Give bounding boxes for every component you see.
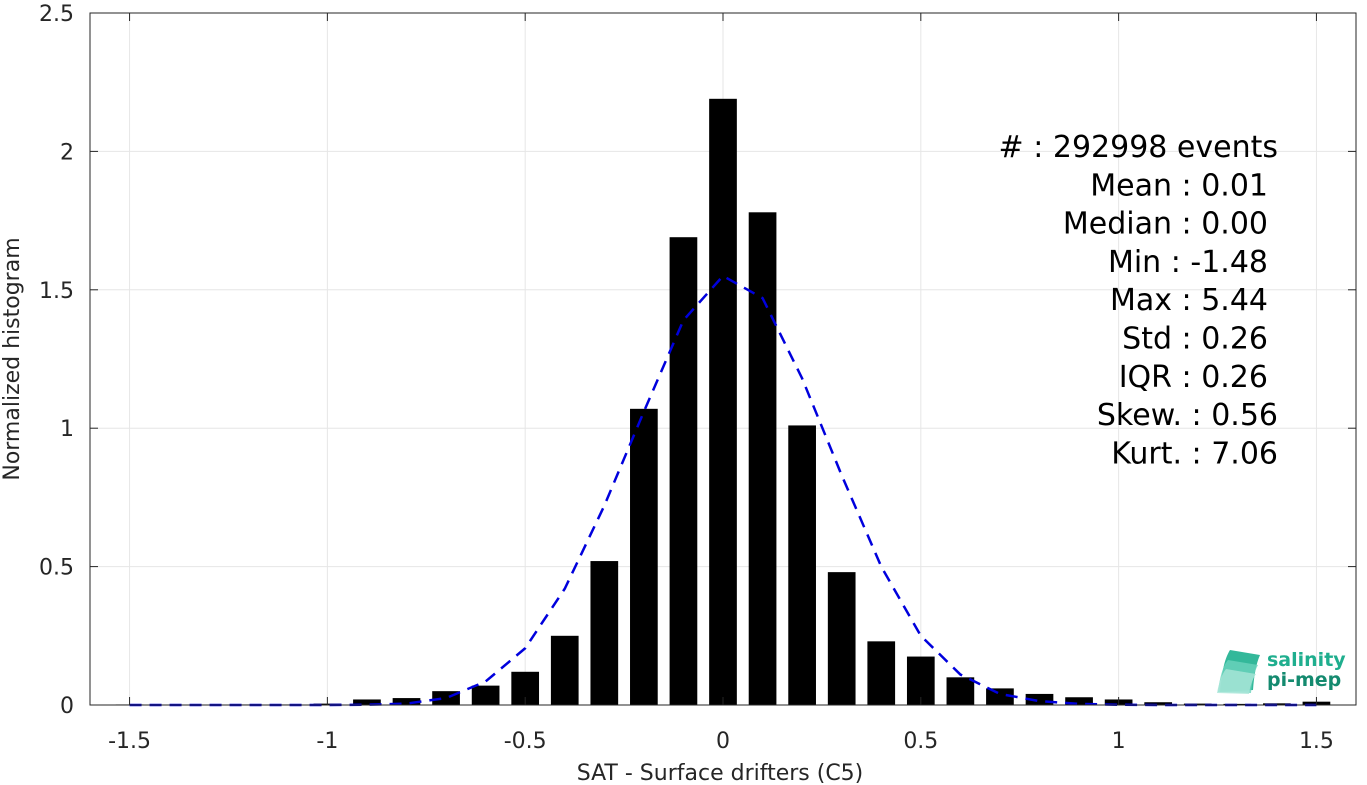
stat-line: Std : 0.26 [1122, 322, 1268, 357]
histogram-bar [867, 641, 896, 705]
logo-line-2: pi-mep [1267, 669, 1341, 691]
histogram-bar [392, 698, 421, 705]
stat-line: # : 292998 events [999, 130, 1278, 165]
salinity-pi-mep-logo: salinity pi-mep [1217, 649, 1346, 694]
stat-line: Min : -1.48 [1108, 245, 1268, 280]
y-tick-label: 0 [60, 694, 74, 719]
histogram-bar [353, 699, 381, 705]
histogram-bar [986, 688, 1014, 705]
stat-line: Mean : 0.01 [1090, 168, 1268, 203]
histogram-bar [669, 237, 698, 705]
histogram-bar [1183, 703, 1212, 705]
x-tick-label: 0 [716, 729, 730, 754]
y-tick-label: 2 [60, 140, 74, 165]
x-tick-label: 1.5 [1299, 729, 1334, 754]
histogram-bar [709, 98, 737, 706]
histogram-bar [946, 677, 975, 705]
histogram-bar [550, 635, 579, 705]
histogram-bar [1144, 702, 1173, 705]
histogram-bar [471, 685, 500, 705]
x-tick-label: 0.5 [903, 729, 938, 754]
histogram-bar [1223, 703, 1252, 705]
stat-line: Kurt. : 7.06 [1111, 436, 1278, 471]
stat-line: Skew. : 0.56 [1097, 398, 1278, 433]
y-tick-label: 1 [60, 417, 74, 442]
stat-line: Max : 5.44 [1110, 283, 1268, 318]
histogram-bar [788, 425, 816, 705]
histogram-bar [630, 408, 658, 705]
histogram-bar [748, 212, 777, 705]
histogram-bar [1025, 693, 1054, 705]
logo-line-1: salinity [1267, 649, 1346, 671]
stat-line: IQR : 0.26 [1119, 360, 1268, 395]
x-tick-label: -1.5 [108, 729, 151, 754]
histogram-bar [827, 572, 856, 705]
x-axis-label: SAT - Surface drifters (C5) [577, 761, 864, 785]
wave-logo-icon [1217, 650, 1260, 694]
histogram-bar [590, 561, 619, 705]
x-tick-label: -1 [316, 729, 338, 754]
x-axis-ticks: -1.5 -1 -0.5 0 0.5 1 1.5 [108, 13, 1334, 754]
y-tick-label: 2.5 [39, 2, 74, 27]
bars-group [115, 98, 1331, 706]
histogram-bar [906, 656, 935, 705]
y-tick-label: 0.5 [39, 556, 74, 581]
stat-line: Median : 0.00 [1063, 207, 1268, 242]
histogram-bar [1065, 697, 1093, 705]
y-axis-label: Normalized histogram [0, 237, 25, 480]
y-tick-label: 1.5 [39, 279, 74, 304]
x-tick-label: 1 [1112, 729, 1126, 754]
y-axis-ticks: 0 0.5 1 1.5 2 2.5 [39, 2, 1356, 719]
x-tick-label: -0.5 [504, 729, 547, 754]
